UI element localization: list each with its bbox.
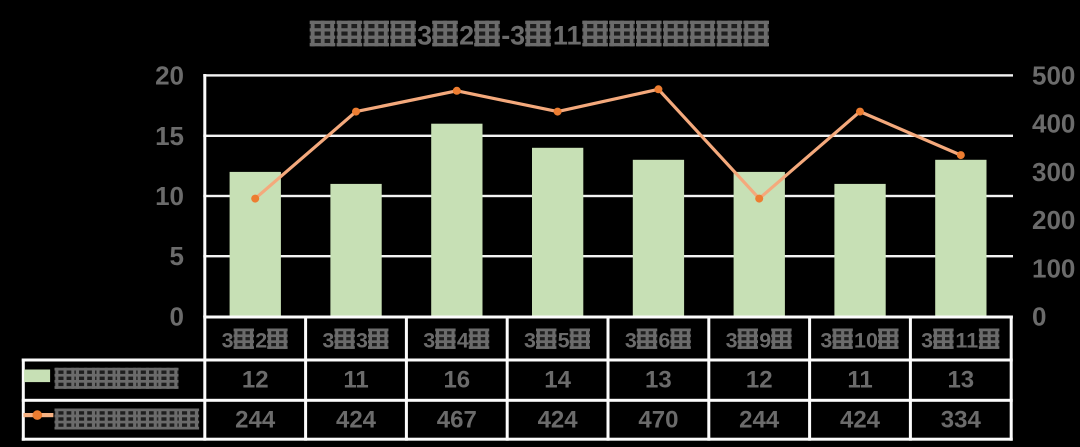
svg-text:334: 334 [941,407,982,434]
svg-text:5: 5 [558,328,570,352]
svg-text:3: 3 [921,328,933,352]
svg-text:424: 424 [538,407,579,434]
svg-text:12: 12 [242,367,269,394]
svg-text:3: 3 [423,328,435,352]
svg-text:200: 200 [1032,205,1075,235]
svg-text:2: 2 [459,20,474,50]
svg-text:0: 0 [170,302,184,332]
svg-text:300: 300 [1032,157,1075,187]
svg-text:9: 9 [759,328,771,352]
svg-text:3: 3 [417,20,432,50]
svg-text:11: 11 [553,20,582,50]
svg-text:4: 4 [457,328,469,352]
svg-text:-3: -3 [501,20,525,50]
svg-text:13: 13 [947,367,974,394]
svg-text:0: 0 [1032,302,1046,332]
svg-text:6: 6 [658,328,670,352]
svg-text:400: 400 [1032,109,1075,139]
svg-text:11: 11 [343,367,368,394]
svg-text:10: 10 [854,328,878,352]
svg-text:244: 244 [739,407,780,434]
svg-text:11: 11 [847,367,872,394]
svg-text:3: 3 [322,328,334,352]
svg-text:13: 13 [645,367,672,394]
svg-text:2: 2 [255,328,267,352]
svg-text:16: 16 [443,367,470,394]
svg-text:5: 5 [170,241,184,271]
svg-text:14: 14 [544,367,571,394]
svg-text:100: 100 [1032,253,1075,283]
svg-text:244: 244 [235,407,276,434]
svg-text:15: 15 [155,121,184,151]
svg-text:3: 3 [356,328,368,352]
svg-text:424: 424 [840,407,881,434]
svg-text:20: 20 [155,60,184,90]
svg-text:470: 470 [638,407,678,434]
svg-text:500: 500 [1032,60,1075,90]
svg-text:10: 10 [155,181,184,211]
svg-text:467: 467 [437,407,477,434]
svg-text:3: 3 [726,328,738,352]
svg-text:11: 11 [955,328,978,352]
svg-text:12: 12 [746,367,773,394]
svg-text:3: 3 [222,328,234,352]
svg-text:3: 3 [625,328,637,352]
svg-text:424: 424 [336,407,377,434]
svg-text:3: 3 [524,328,536,352]
svg-text:3: 3 [820,328,832,352]
